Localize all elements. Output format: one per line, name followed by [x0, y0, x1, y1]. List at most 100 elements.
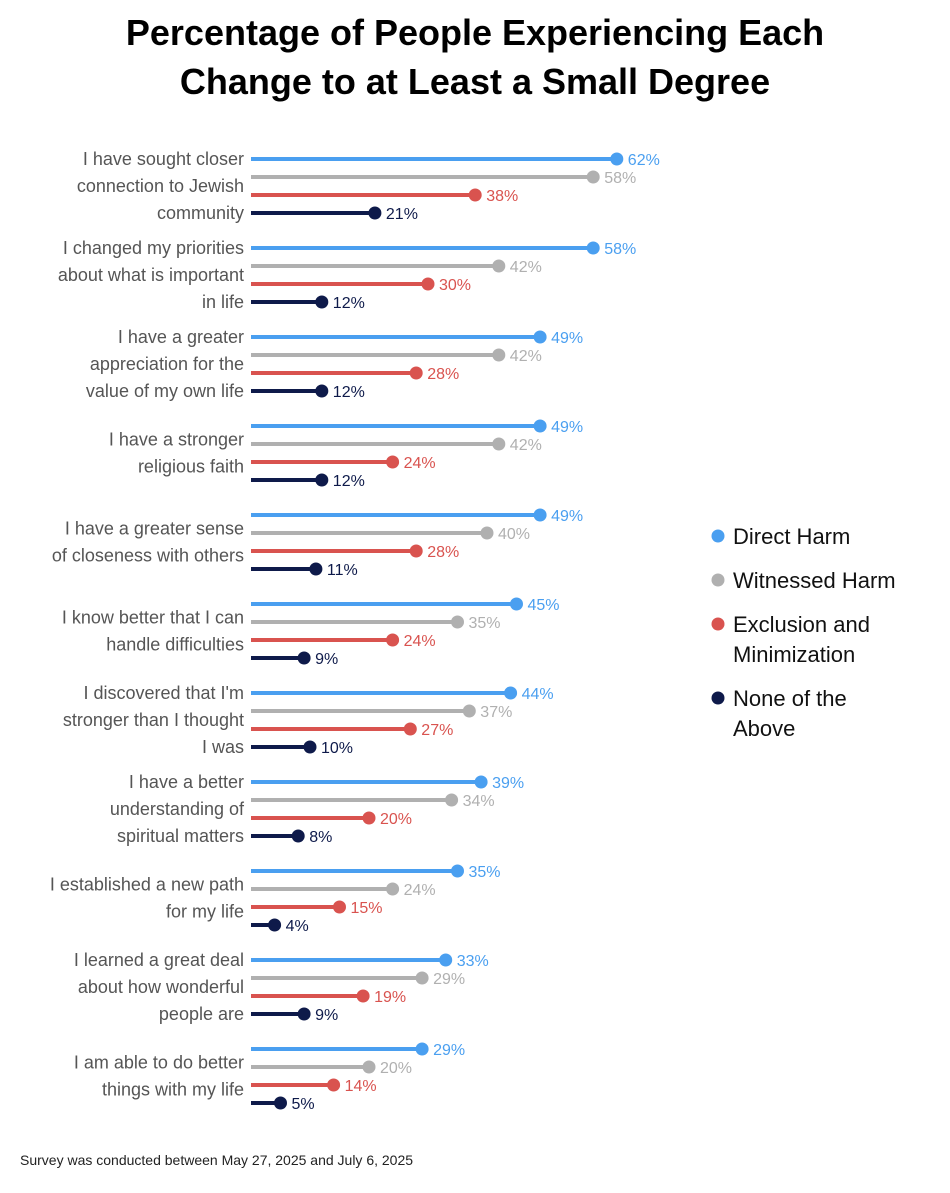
- category-label: I have a greater appreciation for the valu…: [86, 327, 244, 401]
- legend-label-line: Direct Harm: [733, 524, 850, 549]
- data-label: 42%: [510, 259, 542, 276]
- lollipop-point: [362, 1060, 376, 1074]
- lollipop-point: [510, 597, 523, 611]
- data-label: 12%: [333, 295, 365, 312]
- legend-label-line: Witnessed Harm: [733, 568, 896, 593]
- category-label-line: handle difficulties: [106, 635, 244, 655]
- data-label: 20%: [380, 1060, 412, 1077]
- lollipop-point: [451, 615, 464, 629]
- category-label: I discovered that I'm stronger than I tho…: [63, 683, 244, 757]
- legend: Direct Harm Witnessed Harm Exclusion and Mi…: [711, 524, 896, 741]
- data-label: 42%: [510, 348, 542, 365]
- category-group: I learned a great deal about how wonderfu…: [74, 950, 489, 1024]
- data-label: 35%: [469, 864, 501, 881]
- lollipop-point: [409, 544, 423, 558]
- data-label: 20%: [380, 811, 412, 828]
- category-label-line: of closeness with others: [52, 546, 244, 566]
- data-label: 24%: [404, 882, 436, 899]
- data-label: 27%: [421, 722, 453, 739]
- data-label: 12%: [333, 384, 365, 401]
- category-label: I am able to do better things with my lif…: [74, 1053, 244, 1100]
- category-label-line: I changed my priorities: [63, 238, 244, 258]
- category-label: I have a better understanding of spiritual…: [110, 772, 245, 846]
- lollipop-point: [533, 508, 547, 522]
- lollipop-point: [409, 366, 423, 380]
- data-label: 49%: [551, 419, 583, 436]
- lollipop-point: [403, 722, 417, 736]
- data-label: 21%: [386, 206, 418, 223]
- category-label-line: people are: [159, 1004, 244, 1024]
- data-label: 58%: [604, 170, 636, 187]
- data-label: 34%: [463, 793, 495, 810]
- category-group: I changed my priorities about what is imp…: [58, 238, 636, 312]
- data-label: 29%: [433, 971, 465, 988]
- data-label: 42%: [510, 437, 542, 454]
- chart-title: Percentage of People Experiencing Each C…: [0, 8, 950, 106]
- data-label: 45%: [528, 597, 560, 614]
- category-label-line: community: [157, 203, 244, 223]
- category-label: I changed my priorities about what is imp…: [58, 238, 244, 312]
- category-label-line: value of my own life: [86, 381, 244, 401]
- data-label: 15%: [351, 900, 383, 917]
- legend-marker: [711, 529, 725, 543]
- data-label: 30%: [439, 277, 471, 294]
- lollipop-point: [462, 704, 476, 718]
- data-label: 4%: [286, 918, 309, 935]
- legend-marker: [711, 617, 725, 631]
- category-label: I have a greater sense of closeness with …: [52, 519, 244, 566]
- category-group: I have a greater sense of closeness with …: [52, 508, 583, 579]
- category-label-line: I have a better: [129, 772, 244, 792]
- chart-title-line-2: Change to at Least a Small Degree: [179, 61, 771, 102]
- category-label-line: stronger than I thought: [63, 710, 244, 730]
- legend-label: None of the Above: [733, 686, 847, 741]
- category-group: I am able to do better things with my lif…: [74, 1042, 465, 1113]
- lollipop-point: [333, 900, 346, 914]
- legend-label-line: Exclusion and: [733, 612, 870, 637]
- legend-label-line: None of the: [733, 686, 847, 711]
- category-label-line: I learned a great deal: [74, 950, 244, 970]
- lollipop-point: [445, 793, 459, 807]
- category-label: I know better that I can handle difficult…: [62, 608, 244, 655]
- data-label: 14%: [345, 1078, 377, 1095]
- lollipop-point: [451, 864, 464, 878]
- data-label: 40%: [498, 526, 530, 543]
- legend-marker: [711, 573, 725, 587]
- legend-label: Direct Harm: [733, 524, 850, 549]
- lollipop-point: [480, 526, 494, 540]
- lollipop-point: [474, 775, 488, 789]
- data-label: 5%: [292, 1096, 315, 1113]
- category-label-line: understanding of: [110, 799, 245, 819]
- lollipop-point: [362, 811, 376, 825]
- data-label: 38%: [486, 188, 518, 205]
- category-label: I learned a great deal about how wonderfu…: [74, 950, 244, 1024]
- lollipop-point: [274, 1096, 287, 1110]
- lollipop-point: [586, 170, 600, 184]
- legend-item: Direct Harm: [711, 524, 850, 549]
- legend-item: None of the Above: [711, 686, 847, 741]
- lollipop-point: [439, 953, 453, 967]
- category-label-line: things with my life: [102, 1080, 244, 1100]
- lollipop-point: [315, 295, 329, 309]
- lollipop-point: [315, 473, 329, 487]
- lollipop-point: [492, 348, 506, 362]
- data-label: 29%: [433, 1042, 465, 1059]
- lollipop-point: [356, 989, 370, 1003]
- lollipop-point: [492, 259, 506, 273]
- lollipop-point: [468, 188, 482, 202]
- footnote: Survey was conducted between May 27, 202…: [20, 1152, 414, 1168]
- lollipop-point: [504, 686, 518, 700]
- category-label-line: connection to Jewish: [77, 176, 244, 196]
- lollipop-point: [315, 384, 329, 398]
- lollipop-point: [610, 152, 624, 166]
- data-label: 44%: [522, 686, 554, 703]
- lollipop-point: [586, 241, 600, 255]
- category-label-line: about what is important: [58, 265, 244, 285]
- category-group: I have a stronger religious faith 49% 42% 24…: [109, 419, 583, 490]
- data-label: 9%: [315, 1007, 338, 1024]
- lollipop-point: [386, 455, 400, 469]
- data-label: 11%: [327, 562, 358, 579]
- lollipop-point: [291, 829, 305, 843]
- category-label-line: appreciation for the: [90, 354, 244, 374]
- data-label: 35%: [469, 615, 501, 632]
